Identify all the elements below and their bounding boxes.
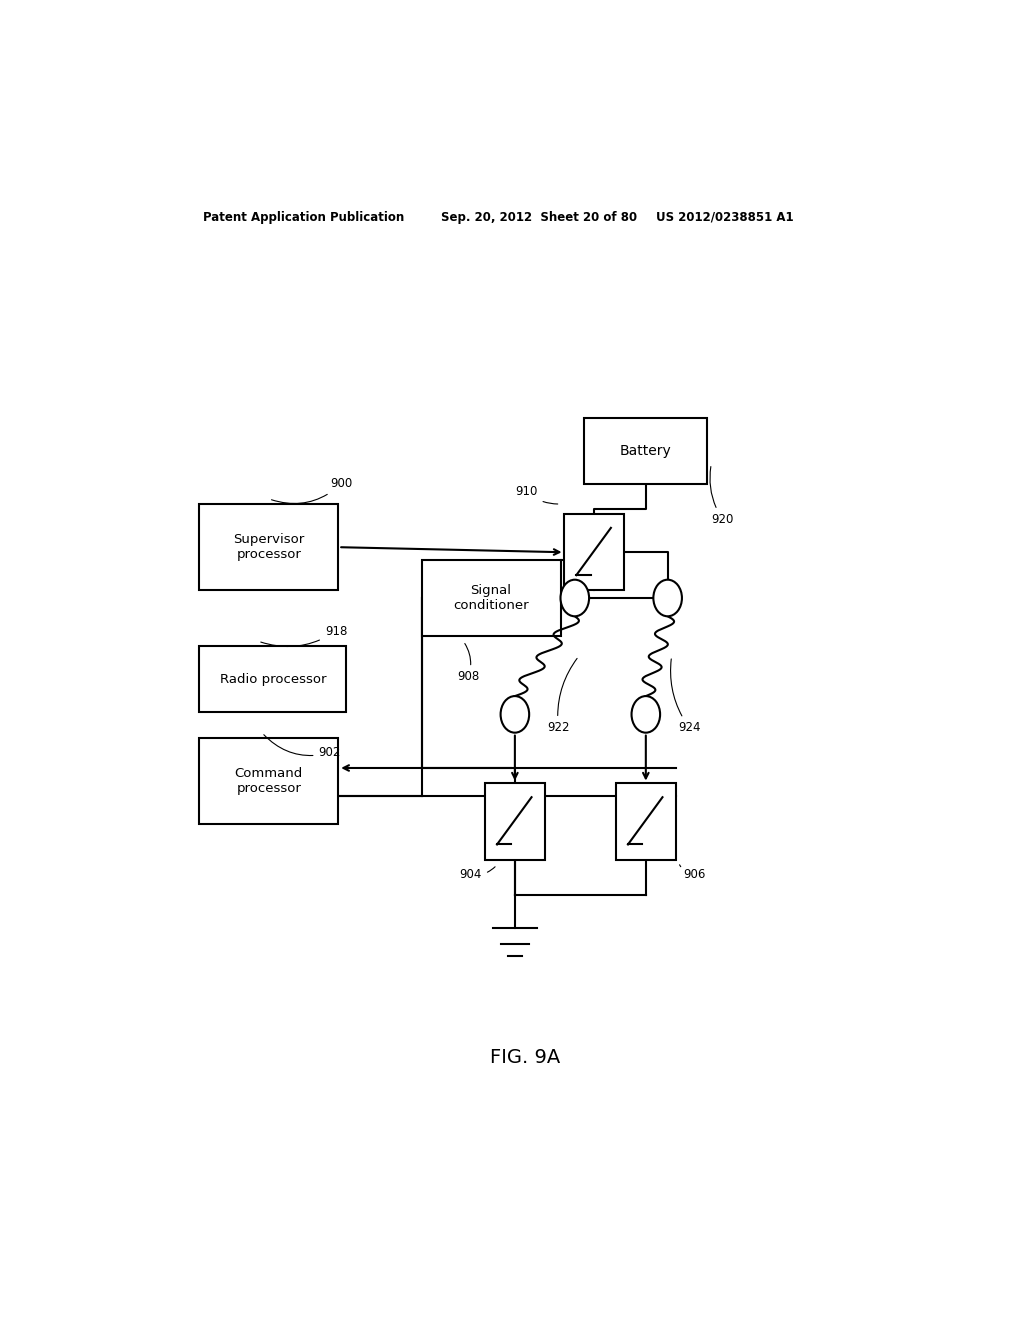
Circle shape [632,696,660,733]
Bar [422,560,560,636]
Text: 918: 918 [261,624,347,647]
Circle shape [501,696,529,733]
Text: Command
processor: Command processor [234,767,303,795]
Text: Sep. 20, 2012  Sheet 20 of 80: Sep. 20, 2012 Sheet 20 of 80 [441,211,638,224]
Bar [200,738,338,824]
Bar [616,784,676,859]
Text: 904: 904 [460,867,495,882]
Text: US 2012/0238851 A1: US 2012/0238851 A1 [655,211,794,224]
Text: 910: 910 [515,486,558,504]
Bar [200,647,346,713]
Text: 908: 908 [458,644,479,684]
Text: 920: 920 [710,466,733,525]
Text: Signal
conditioner: Signal conditioner [454,583,528,612]
Bar [585,417,708,483]
Text: 924: 924 [671,659,700,734]
Text: 922: 922 [547,659,578,734]
Text: Supervisor
processor: Supervisor processor [233,533,304,561]
Text: 902: 902 [264,735,341,759]
Text: 900: 900 [271,477,352,503]
Bar [200,504,338,590]
Circle shape [653,579,682,616]
Text: Patent Application Publication: Patent Application Publication [204,211,404,224]
Text: Battery: Battery [620,444,672,458]
Text: FIG. 9A: FIG. 9A [489,1048,560,1068]
Bar [485,784,545,859]
Bar [564,515,624,590]
Circle shape [560,579,589,616]
Text: 906: 906 [680,865,706,882]
Text: Radio processor: Radio processor [219,673,326,686]
